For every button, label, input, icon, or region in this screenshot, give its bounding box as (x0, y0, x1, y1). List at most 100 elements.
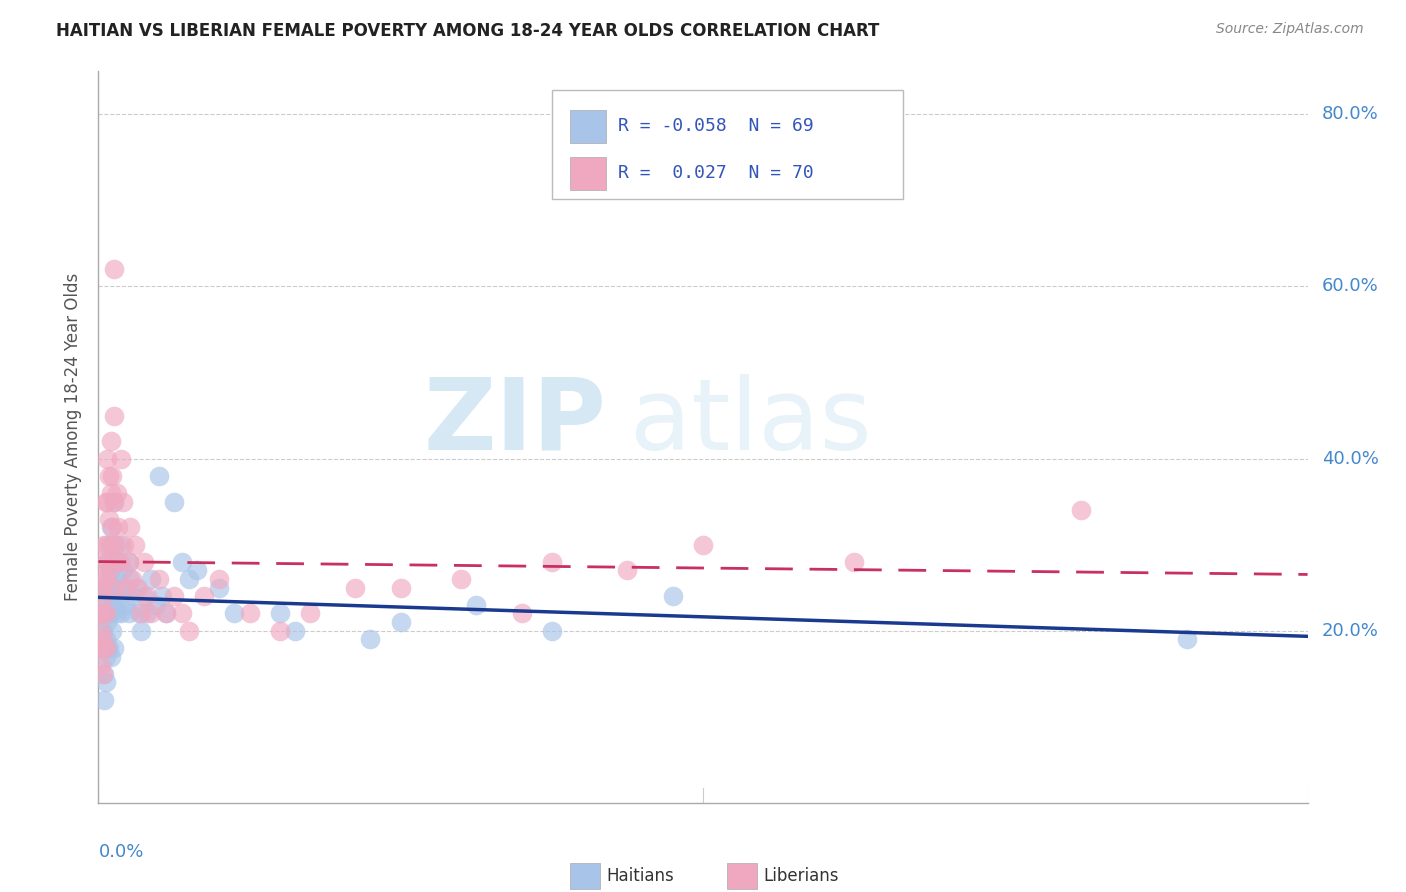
Point (101, 520, 124, 534)
Point (108, 589, 131, 603)
Point (145, 598, 167, 612)
Point (661, 589, 683, 603)
FancyBboxPatch shape (569, 863, 600, 888)
Point (103, 262, 125, 277)
Point (105, 607, 128, 621)
Text: atlas: atlas (630, 374, 872, 471)
Point (98, 607, 121, 621)
Point (101, 624, 124, 638)
Point (90, 607, 112, 621)
Point (118, 555, 141, 569)
Point (94, 607, 117, 621)
Point (224, 607, 246, 621)
Point (94, 649, 117, 664)
Point (186, 564, 208, 578)
Point (193, 589, 215, 603)
Point (93, 640, 115, 655)
Point (91, 666, 114, 681)
Point (100, 538, 122, 552)
Point (98, 640, 121, 655)
Point (155, 607, 177, 621)
Point (179, 624, 201, 638)
Point (94, 632, 117, 647)
Point (103, 409, 125, 423)
Point (105, 486, 128, 500)
Point (91, 589, 114, 603)
FancyBboxPatch shape (551, 90, 903, 200)
Text: R =  0.027  N = 70: R = 0.027 N = 70 (619, 164, 814, 182)
Point (540, 624, 562, 638)
Text: 60.0%: 60.0% (1322, 277, 1379, 295)
Point (141, 607, 163, 621)
Point (163, 494, 186, 508)
Point (89, 607, 111, 621)
Point (91, 632, 114, 647)
Point (284, 624, 307, 638)
Point (299, 607, 322, 621)
Point (100, 520, 122, 534)
Point (110, 451, 132, 466)
Point (135, 589, 157, 603)
Point (110, 607, 132, 621)
Point (98, 538, 121, 552)
Point (208, 572, 231, 586)
Point (112, 581, 135, 595)
Point (170, 555, 193, 569)
Point (141, 572, 163, 586)
Text: ZIP: ZIP (423, 374, 606, 471)
Point (108, 555, 131, 569)
Point (114, 581, 136, 595)
Point (389, 615, 412, 629)
Point (94, 675, 117, 690)
Point (96, 494, 118, 508)
Text: Haitians: Haitians (606, 867, 673, 885)
Point (163, 589, 186, 603)
Point (1070, 503, 1092, 517)
Point (93, 692, 115, 706)
Point (132, 589, 155, 603)
Point (104, 538, 127, 552)
Point (89, 640, 111, 655)
Point (101, 555, 124, 569)
Point (208, 581, 231, 595)
Point (170, 607, 193, 621)
Point (114, 598, 136, 612)
Point (125, 581, 148, 595)
Point (90, 624, 112, 638)
Point (94, 607, 117, 621)
Text: 0.0%: 0.0% (98, 843, 143, 861)
Point (120, 572, 142, 586)
Point (450, 572, 472, 586)
Point (465, 598, 488, 612)
Point (344, 581, 367, 595)
Point (104, 538, 127, 552)
Point (111, 494, 134, 508)
Text: 20.0%: 20.0% (1322, 622, 1379, 640)
Point (91, 624, 114, 638)
Point (127, 581, 149, 595)
Point (616, 564, 638, 578)
Point (110, 538, 132, 552)
FancyBboxPatch shape (569, 110, 606, 143)
Point (107, 572, 129, 586)
Point (98, 468, 121, 483)
Point (101, 589, 124, 603)
Point (128, 607, 150, 621)
Point (121, 589, 143, 603)
Point (100, 607, 122, 621)
Point (90, 581, 112, 595)
Point (148, 572, 170, 586)
Point (360, 632, 382, 647)
Point (93, 538, 115, 552)
Point (111, 564, 134, 578)
Point (118, 607, 141, 621)
Point (96, 589, 118, 603)
Point (103, 640, 125, 655)
Point (94, 494, 117, 508)
Point (101, 468, 124, 483)
Point (118, 555, 141, 569)
Point (132, 555, 155, 569)
Point (129, 607, 152, 621)
Point (91, 555, 114, 569)
Point (98, 564, 121, 578)
